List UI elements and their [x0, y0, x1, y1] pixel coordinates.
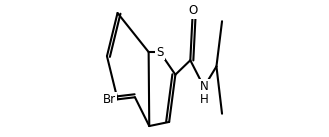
Text: N: N	[200, 81, 208, 93]
Text: Br: Br	[103, 93, 116, 106]
Text: H: H	[200, 93, 208, 106]
Text: O: O	[188, 5, 197, 17]
Text: S: S	[156, 46, 164, 58]
